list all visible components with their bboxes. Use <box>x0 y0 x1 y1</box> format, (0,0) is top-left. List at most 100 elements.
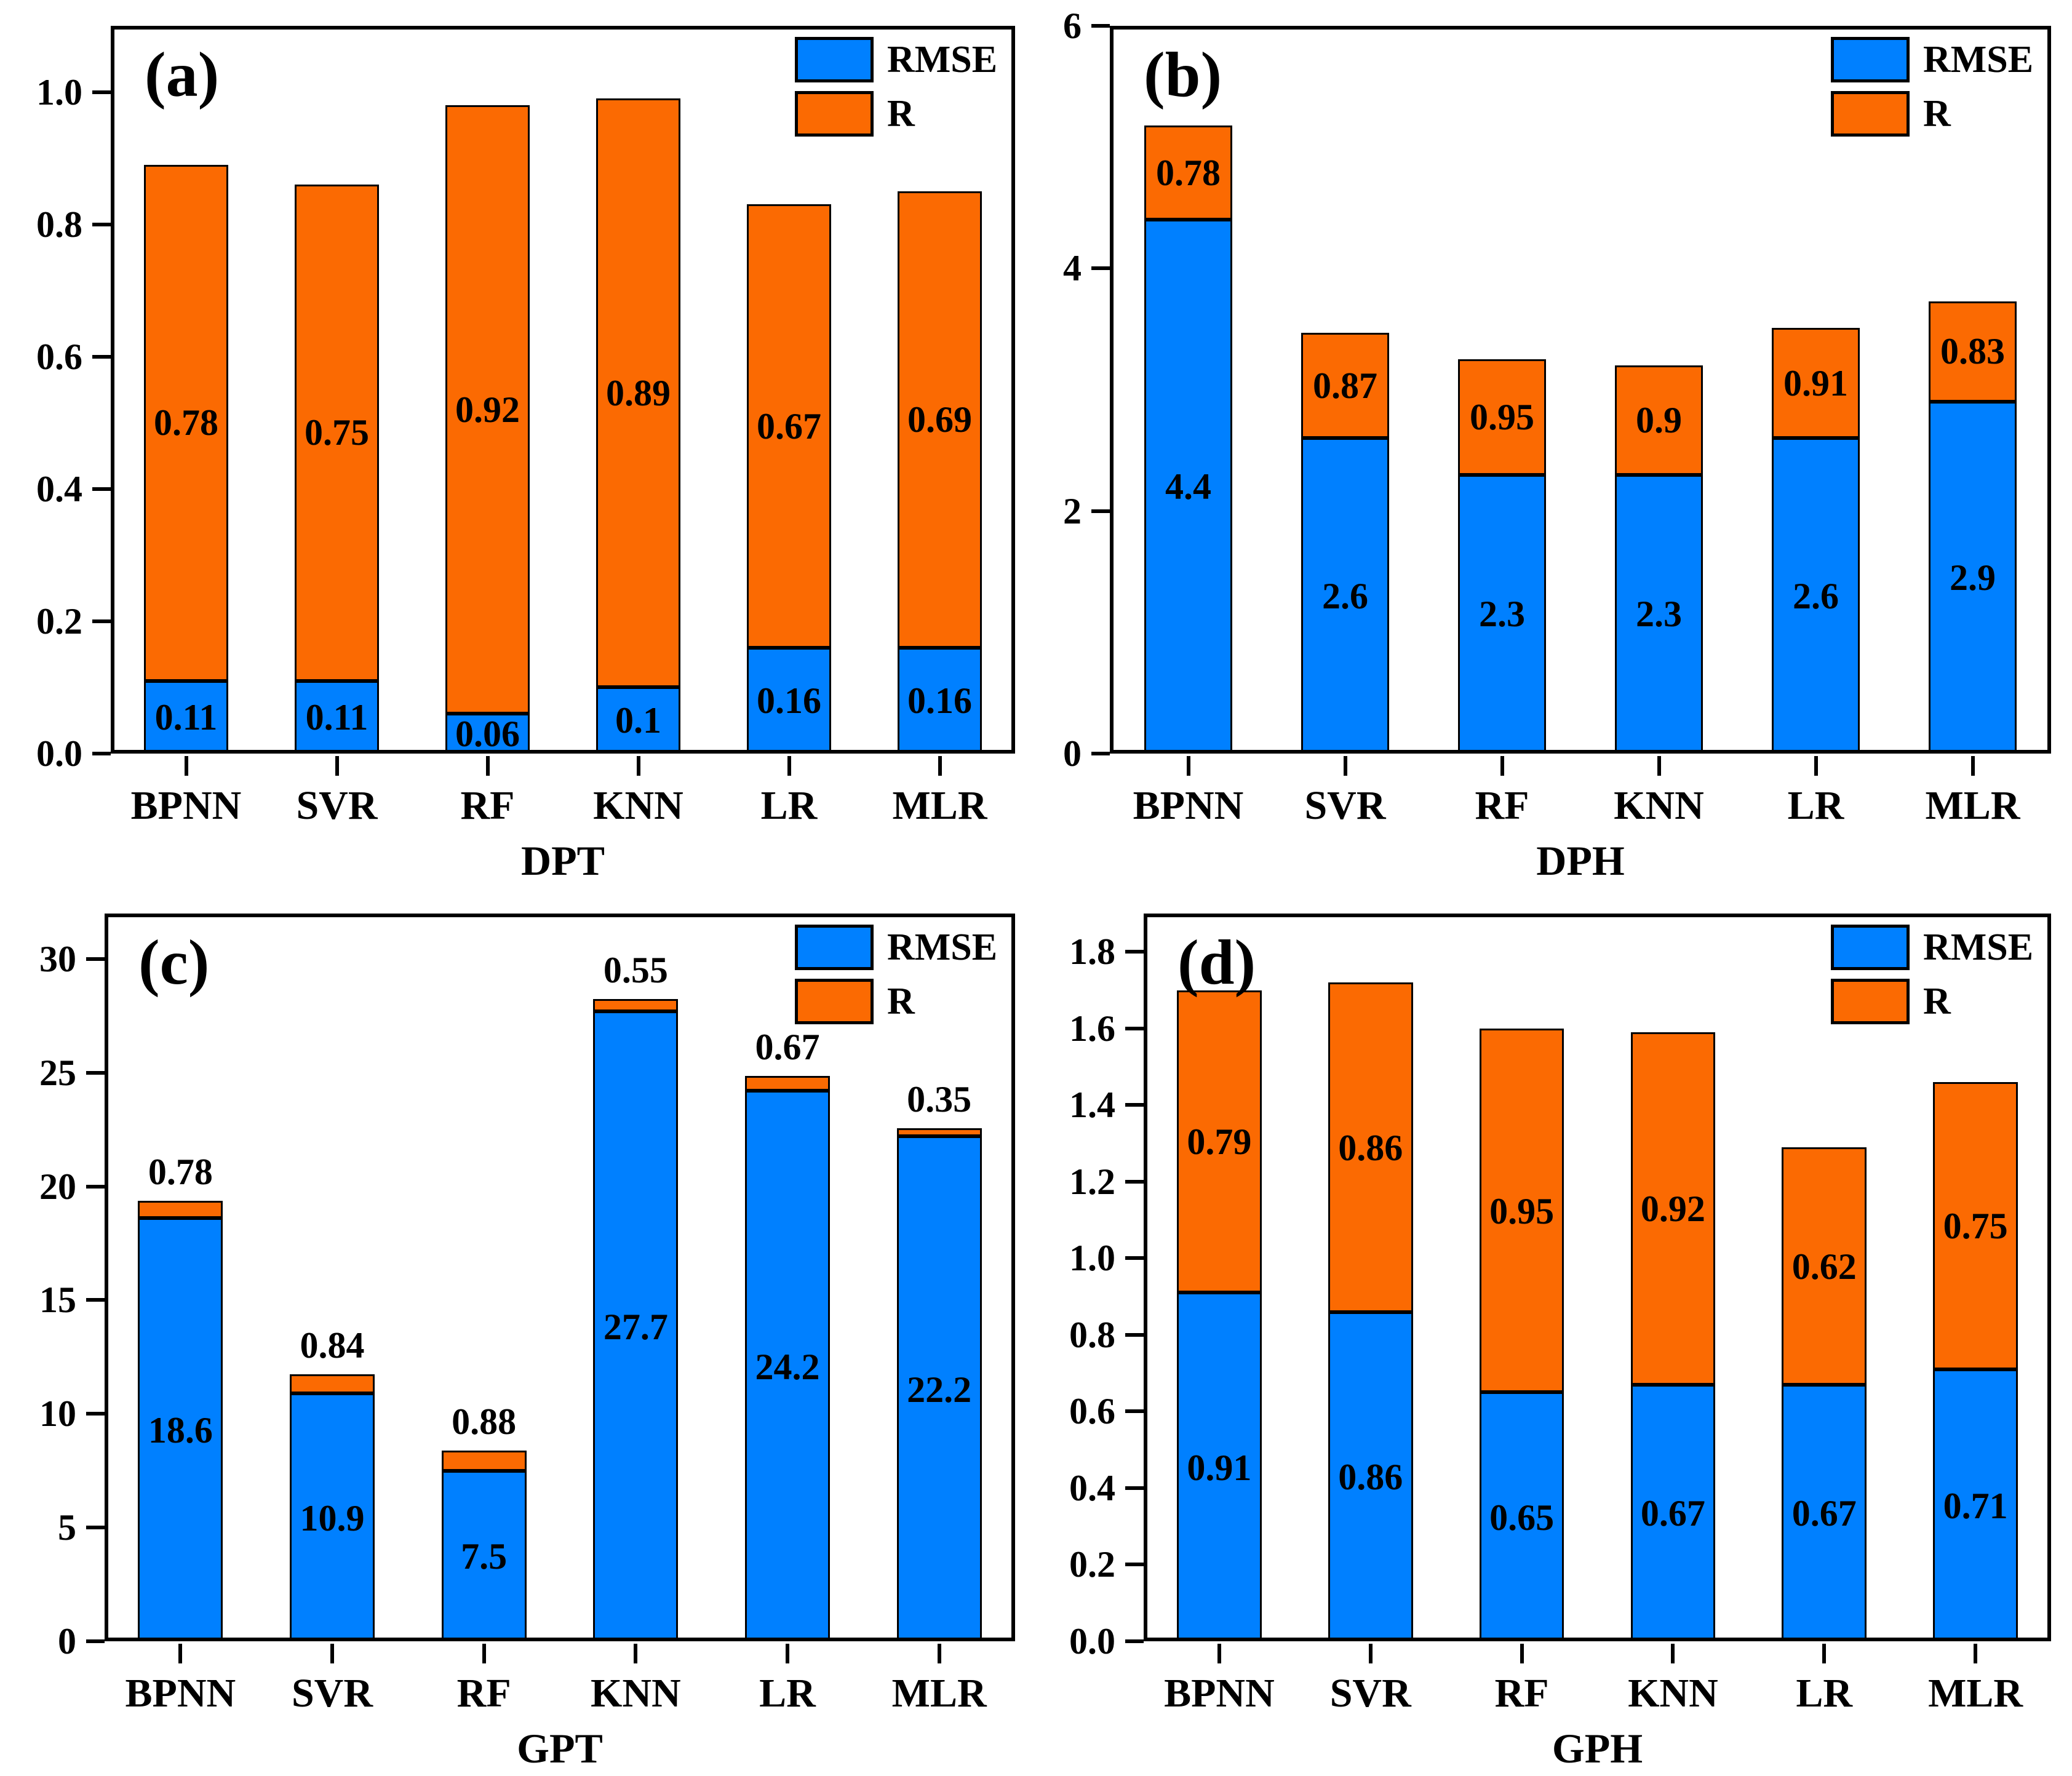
x-axis-title: DPH <box>1536 837 1625 884</box>
y-axis-tick-label: 0.6 <box>1069 1391 1115 1432</box>
r-value-label: 0.78 <box>1156 152 1221 193</box>
bar-segment-r <box>441 1451 527 1471</box>
rmse-value-label: 0.67 <box>1791 1493 1857 1534</box>
x-axis-tick-label: KNN <box>1614 783 1704 828</box>
y-axis-tick-label: 4 <box>1063 248 1082 289</box>
bar-segment-r <box>1933 1081 2018 1369</box>
x-axis-tick-label: BPNN <box>1133 783 1244 828</box>
x-axis-tick-mark <box>634 1644 638 1663</box>
x-axis-tick-label: SVR <box>296 783 378 828</box>
r-value-label: 0.9 <box>1636 399 1682 440</box>
r-value-label: 0.79 <box>1187 1121 1252 1163</box>
y-axis-tick-label: 0 <box>58 1621 76 1662</box>
x-axis-tick-label: KNN <box>590 1671 681 1716</box>
bar-segment-r <box>1177 990 1262 1293</box>
legend-swatch-r-icon <box>1831 91 1910 137</box>
panel-letter: (c) <box>138 927 210 998</box>
bar-segment-r <box>445 105 530 714</box>
rmse-value-label: 0.11 <box>154 696 218 738</box>
panel-b-dph-chart: 0 2 4 6 4.4 0.78 BPNN 2.6 0.87 SVR 2.3 0.95 RF 2.3 0.9… <box>1036 0 2072 888</box>
y-axis-tick-mark <box>1125 1179 1144 1184</box>
y-axis-tick-mark <box>1091 24 1110 28</box>
y-axis-tick-mark <box>1125 1639 1144 1643</box>
y-axis-tick-label: 0.4 <box>1069 1467 1115 1508</box>
bar-segment-r <box>896 1128 982 1137</box>
y-axis-tick-label: 6 <box>1063 6 1082 46</box>
y-axis-tick-label: 0.0 <box>1069 1621 1115 1662</box>
legend-label-r: R <box>1923 93 1951 135</box>
x-axis-tick-mark <box>1657 756 1661 776</box>
bar-segment-r <box>1301 332 1389 439</box>
y-axis-tick-label: 0.0 <box>36 733 82 774</box>
x-axis-tick-label: BPNN <box>1164 1671 1275 1716</box>
r-value-label: 0.35 <box>907 1079 972 1120</box>
bar-segment-r <box>744 1075 831 1091</box>
x-axis-tick-label: LR <box>1787 783 1844 828</box>
x-axis-tick-mark <box>938 756 942 776</box>
bar-segment-rmse <box>1144 220 1232 754</box>
y-axis-tick-mark <box>1125 950 1144 954</box>
rmse-value-label: 2.6 <box>1322 575 1368 616</box>
x-axis-tick-label: BPNN <box>130 783 242 828</box>
rmse-value-label: 0.16 <box>907 680 972 721</box>
bar-segment-r <box>289 1374 375 1394</box>
bar-segment-r <box>746 204 832 648</box>
r-value-label: 0.92 <box>1640 1189 1705 1230</box>
y-axis-tick-label: 20 <box>39 1166 76 1207</box>
legend-swatch-rmse-icon <box>1831 925 1910 970</box>
x-axis-tick-mark <box>1520 1644 1524 1663</box>
rmse-value-label: 10.9 <box>300 1497 365 1539</box>
bar-segment-rmse <box>1479 1392 1564 1641</box>
r-value-label: 0.89 <box>606 372 671 413</box>
legend-row-r: R <box>1831 91 2040 137</box>
y-axis-tick-label: 15 <box>39 1280 76 1321</box>
y-axis-tick-label: 30 <box>39 938 76 979</box>
panel-letter: (d) <box>1177 927 1256 998</box>
rmse-value-label: 2.3 <box>1636 594 1682 635</box>
x-axis-tick-label: SVR <box>1304 783 1386 828</box>
rmse-value-label: 24.2 <box>755 1346 820 1387</box>
rmse-value-label: 2.3 <box>1479 594 1525 635</box>
bar-segment-r <box>1772 327 1860 439</box>
legend: RMSE R <box>795 925 1004 1024</box>
x-axis-tick-mark <box>786 1644 789 1663</box>
y-axis-tick-mark <box>86 1184 105 1189</box>
legend-swatch-r-icon <box>795 979 874 1024</box>
x-axis-title: GPT <box>517 1725 603 1772</box>
y-axis-tick-label: 0.4 <box>36 468 82 509</box>
x-axis-tick-label: RF <box>456 1671 511 1716</box>
r-value-label: 0.67 <box>755 1026 820 1067</box>
legend-row-r: R <box>795 979 1004 1024</box>
bar-segment-rmse <box>744 1091 831 1641</box>
bar-segment-r <box>138 1200 223 1219</box>
r-value-label: 0.84 <box>300 1325 365 1366</box>
x-axis-tick-mark <box>937 1644 941 1663</box>
y-axis-tick-mark <box>92 354 111 359</box>
legend: RMSE R <box>795 37 1004 137</box>
y-axis-tick-label: 5 <box>58 1507 76 1548</box>
x-axis-tick-label: KNN <box>593 783 683 828</box>
x-axis-tick-mark <box>1814 756 1818 776</box>
y-axis-tick-mark <box>1091 509 1110 513</box>
x-axis-tick-mark <box>1974 1644 1978 1663</box>
rmse-value-label: 18.6 <box>148 1410 213 1451</box>
legend-swatch-rmse-icon <box>795 37 874 82</box>
rmse-value-label: 0.16 <box>757 680 821 721</box>
panel-letter: (a) <box>145 39 220 110</box>
y-axis-tick-mark <box>86 1526 105 1530</box>
bar-segment-rmse <box>1933 1369 2018 1641</box>
bar-segment-rmse <box>596 687 681 754</box>
y-axis-tick-mark <box>92 487 111 491</box>
x-axis-tick-mark <box>636 756 640 776</box>
rmse-value-label: 0.06 <box>455 713 520 754</box>
x-axis-tick-label: SVR <box>1329 1671 1411 1716</box>
bar-segment-rmse <box>1301 438 1389 754</box>
x-axis-tick-label: LR <box>759 1671 816 1716</box>
y-axis-tick-mark <box>1125 1332 1144 1337</box>
y-axis-tick-label: 0.6 <box>36 336 82 377</box>
y-axis-tick-label: 0.2 <box>36 600 82 642</box>
x-axis-tick-mark <box>1186 756 1190 776</box>
legend-label-rmse: RMSE <box>887 926 998 968</box>
x-axis-tick-label: KNN <box>1628 1671 1718 1716</box>
bar-segment-r <box>1929 301 2017 402</box>
